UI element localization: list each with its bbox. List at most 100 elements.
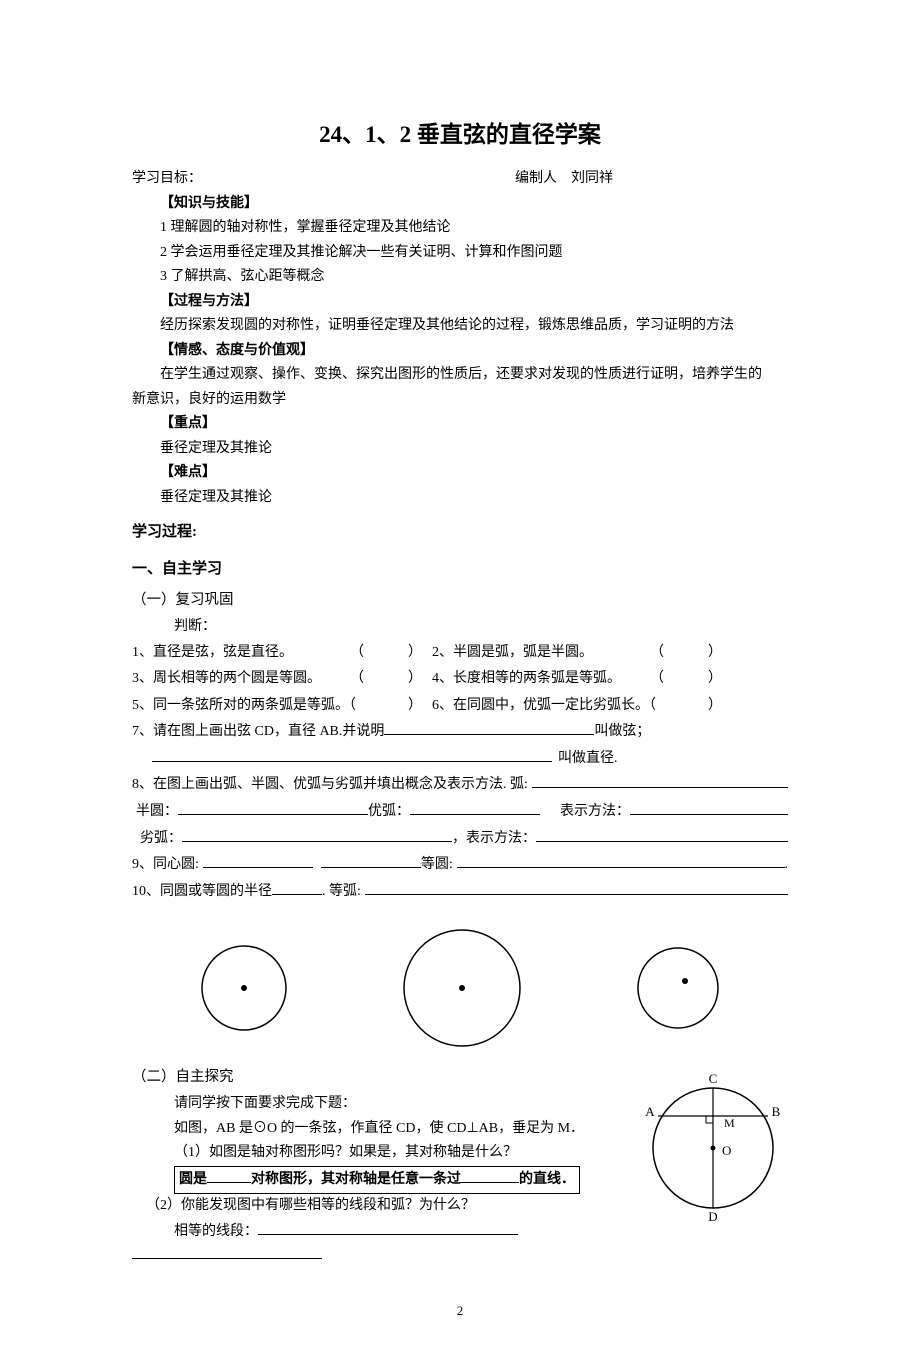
q3: 3、周长相等的两个圆是等圆。 <box>132 666 350 693</box>
blank-line <box>272 881 322 895</box>
circle-3-icon <box>630 940 726 1036</box>
label-a: A <box>645 1104 655 1119</box>
section-1-2: （二）自主探究 <box>132 1063 638 1092</box>
q10a: 10、同圆或等圆的半径 <box>132 879 272 906</box>
boxed-b: 对称图形，其对称轴是任意一条过 <box>251 1172 461 1187</box>
blank-paren <box>368 666 408 693</box>
judge-row-2: 3、周长相等的两个圆是等圆。 （ ） 4、长度相等的两条弧是等弧。 （ ） <box>132 666 788 693</box>
blank-line <box>532 774 788 788</box>
q7b: 叫做弦； <box>594 719 650 746</box>
q8-rep2: ，表示方法： <box>452 826 536 853</box>
blank-line <box>410 801 540 815</box>
blank-paren <box>368 640 408 667</box>
knowledge-3: 3 了解拱高、弦心距等概念 <box>132 265 788 290</box>
blank-line <box>461 1169 519 1183</box>
judge-row-1: 1、直径是弦，弦是直径。 （ ） 2、半圆是弧，弧是半圆。 （ ） <box>132 640 788 667</box>
paren-open: （ <box>350 666 368 693</box>
blank-line <box>457 854 785 868</box>
q10-line: 10、同圆或等圆的半径 . 等弧: <box>132 879 788 906</box>
goal-label: 学习目标： <box>132 167 405 192</box>
page-number: 2 <box>132 1303 788 1319</box>
info-row: 学习目标： 编制人 刘同祥 <box>132 167 788 192</box>
paren-open: （ <box>350 640 368 667</box>
blank-line <box>365 881 788 895</box>
q4: 4、长度相等的两条弧是等弧。 <box>432 666 650 693</box>
blank-paren <box>668 693 708 720</box>
label-b: B <box>772 1104 781 1119</box>
label-m: M <box>724 1116 735 1130</box>
circle-1-icon <box>194 938 294 1038</box>
section-1: 一、自主学习 <box>132 553 788 586</box>
q9-line: 9、同心圆: 等圆: . <box>132 852 788 879</box>
blank-line <box>203 854 313 868</box>
sub-q1: （1）如图是轴对称图形吗？如果是，其对称轴是什么？ <box>132 1141 638 1166</box>
q5: 5、同一条弦所对的两条弧是等弧。（ <box>132 693 368 720</box>
circles-row <box>132 923 788 1053</box>
judge-row-3: 5、同一条弦所对的两条弧是等弧。（ ） 6、在同圆中，优弧一定比劣弧长。（ ） <box>132 693 788 720</box>
knowledge-2: 2 学会运用垂径定理及其推论解决一些有关证明、计算和作图问题 <box>132 241 788 266</box>
blank-line <box>384 721 594 735</box>
q8a: 8、在图上画出弧、半圆、优弧与劣弧并填出概念及表示方法. 弧: <box>132 772 528 799</box>
judge-label: 判断： <box>132 615 788 640</box>
q9a: 9、同心圆: <box>132 852 199 879</box>
blank-line <box>182 828 452 842</box>
sub-q2b: 相等的线段： <box>132 1219 638 1246</box>
page: 24、1、2 垂直弦的直径学案 学习目标： 编制人 刘同祥 【知识与技能】 1 … <box>0 0 920 1359</box>
blank-paren <box>668 666 708 693</box>
section-1-1: （一）复习巩固 <box>132 586 788 615</box>
author-label: 编制人 <box>515 171 557 186</box>
label-c: C <box>709 1071 718 1086</box>
circle-2-icon <box>397 923 527 1053</box>
author-cell: 编制人 刘同祥 <box>405 167 788 192</box>
head-emotion: 【情感、态度与价值观】 <box>132 339 788 364</box>
q9b: 等圆: <box>421 852 453 879</box>
paren-close: ） <box>408 666 432 693</box>
q8-you: 优弧： <box>368 799 410 826</box>
section-1-2-wrap: （二）自主探究 请同学按下面要求完成下题： 如图，AB 是⊙O 的一条弦，作直径… <box>132 1063 788 1245</box>
q8-line1: 8、在图上画出弧、半圆、优弧与劣弧并填出概念及表示方法. 弧: <box>132 772 788 799</box>
circle-diagram: C A B M O D <box>638 1063 788 1228</box>
blank-line <box>152 748 552 762</box>
q8-line2: 半圆： 优弧： 表示方法： <box>132 799 788 826</box>
chord-diagram-icon: C A B M O D <box>638 1063 788 1223</box>
boxed-a: 圆是 <box>179 1172 207 1187</box>
q8-half: 半圆： <box>136 799 178 826</box>
paren-close: ） <box>408 693 432 720</box>
author-name: 刘同祥 <box>571 171 613 186</box>
document-title: 24、1、2 垂直弦的直径学案 <box>132 115 788 149</box>
boxed-c: 的直线． <box>519 1172 575 1187</box>
q1: 1、直径是弦，弦是直径。 <box>132 640 350 667</box>
blank-line <box>207 1169 251 1183</box>
label-o: O <box>722 1143 731 1158</box>
paren-open: （ <box>650 666 668 693</box>
blank-line <box>258 1221 518 1235</box>
q6: 6、在同圆中，优弧一定比劣弧长。（ <box>432 693 668 720</box>
q7c: 叫做直径. <box>558 746 618 773</box>
boxed-answer: 圆是 对称图形，其对称轴是任意一条过 的直线． <box>132 1166 638 1195</box>
knowledge-1: 1 理解圆的轴对称性，掌握垂径定理及其他结论 <box>132 216 788 241</box>
q2: 2、半圆是弧，弧是半圆。 <box>432 640 650 667</box>
period: . <box>785 852 789 879</box>
q2b-label: 相等的线段： <box>174 1219 258 1246</box>
paren-close: ） <box>708 666 722 693</box>
emotion-1: 在学生通过观察、操作、变换、探究出图形的性质后，还要求对发现的性质进行证明，培养… <box>132 363 788 388</box>
label-d: D <box>708 1209 717 1223</box>
q8-line3: 劣弧： ，表示方法： <box>132 826 788 853</box>
paren-close: ） <box>408 640 432 667</box>
head-process: 【过程与方法】 <box>132 290 788 315</box>
footnote-rule <box>132 1258 322 1259</box>
head-difficulty: 【难点】 <box>132 461 788 486</box>
blank-paren <box>668 640 708 667</box>
process-label: 学习过程: <box>132 516 788 549</box>
boxed-content: 圆是 对称图形，其对称轴是任意一条过 的直线． <box>174 1166 580 1195</box>
instruction: 请同学按下面要求完成下题： <box>132 1092 638 1117</box>
focus-text: 垂径定理及其推论 <box>132 437 788 462</box>
blank-paren <box>368 693 408 720</box>
blank-line <box>536 828 788 842</box>
instruction-2: 如图，AB 是⊙O 的一条弦，作直径 CD，使 CD⊥AB，垂足为 M． <box>132 1117 638 1142</box>
blank-line <box>630 801 788 815</box>
q8-lie: 劣弧： <box>140 826 182 853</box>
paren-close: ） <box>708 640 722 667</box>
head-focus: 【重点】 <box>132 412 788 437</box>
q8-rep: 表示方法： <box>560 799 630 826</box>
